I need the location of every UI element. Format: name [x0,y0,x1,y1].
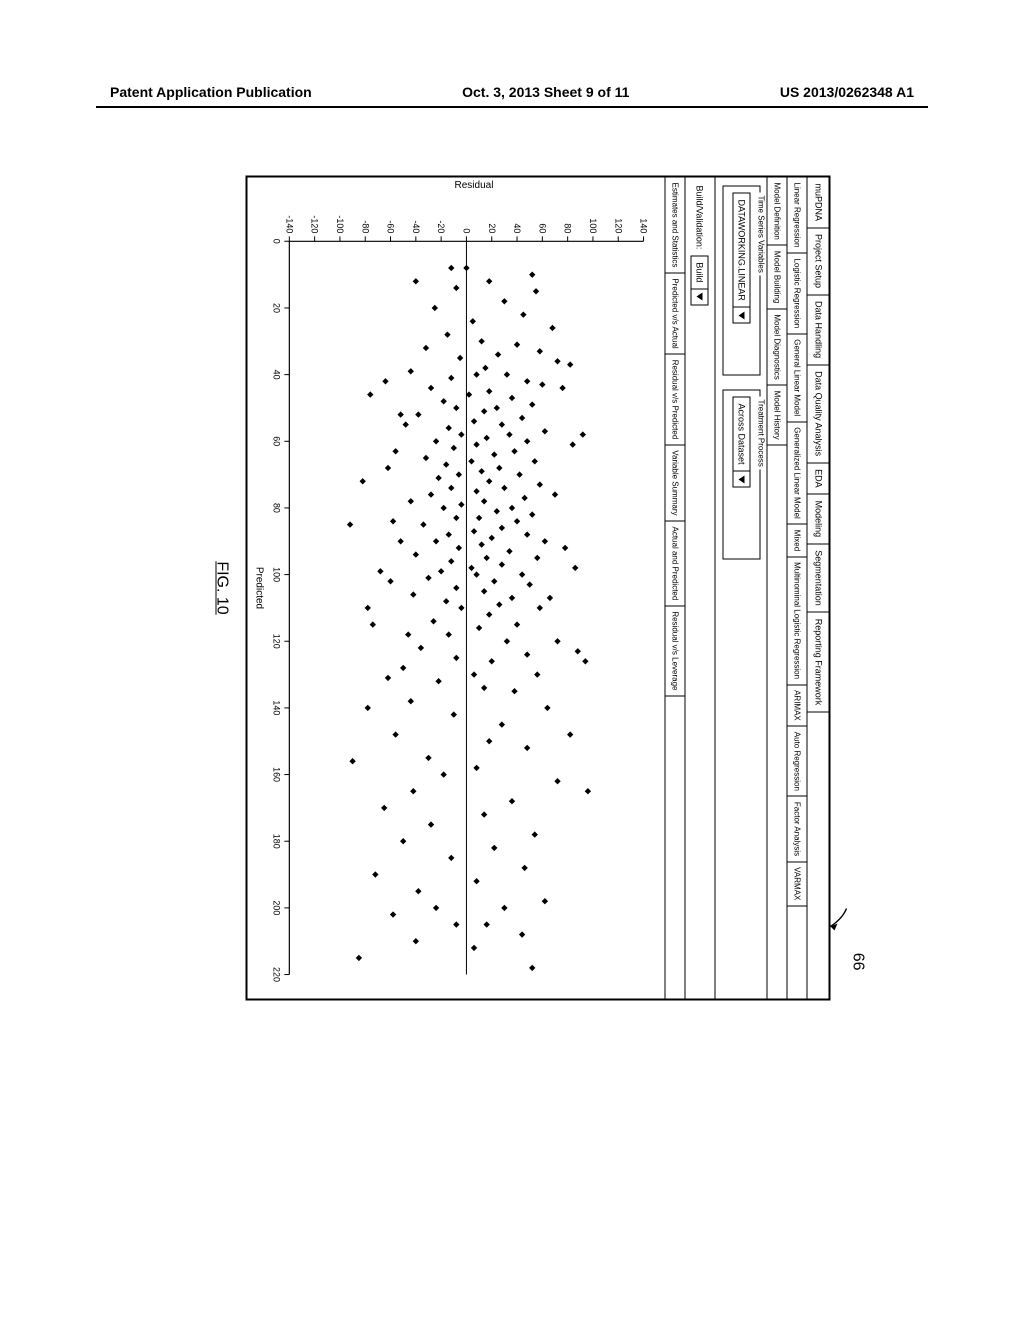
control-row: Time Series Variables DATAWORKING.LINEAR… [715,178,767,999]
fig-prefix: FIG. [214,561,231,597]
tab-autoreg[interactable]: Auto Regression [788,727,807,797]
combo-time-series[interactable]: DATAWORKING.LINEAR [733,193,751,324]
header-center: Oct. 3, 2013 Sheet 9 of 11 [462,84,629,100]
section-tabbar: Model Definition Model Building Model Di… [767,178,787,999]
tab-data-quality[interactable]: Data Quality Analysis [808,365,829,463]
svg-text:80: 80 [563,223,573,233]
residual-scatter-chart: -140 -120 -100 -80 -60 -40 -20 0 20 40 60 80 100 120 1… [256,190,654,987]
svg-text:40: 40 [271,370,281,380]
combo-tp-value: Across Dataset [734,398,750,471]
combo-bv-value: Build [692,256,708,288]
tab-model-build[interactable]: Model Building [768,246,787,309]
tab-model-hist[interactable]: Model History [768,386,787,446]
svg-text:-100: -100 [335,215,345,233]
tab-multinom[interactable]: Multinominal Logistic Regression [788,557,807,685]
header-right: US 2013/0262348 A1 [780,84,914,100]
svg-text:220: 220 [271,967,281,982]
tab-mupdna[interactable]: muPDNA [808,178,829,229]
header-rule [96,106,928,108]
tab-glm[interactable]: General Linear Model [788,334,807,422]
fieldset-treatment: Treatment Process Across Dataset [723,390,761,560]
analysis-tabbar: Estimates and Statistics Predicted v/s A… [665,178,685,999]
svg-text:140: 140 [271,700,281,715]
fig-num: 10 [214,597,231,615]
app-frame: muPDNA Project Setup Data Handling Data … [246,176,831,1001]
callout-label: 66 [849,953,867,971]
tab-eda[interactable]: EDA [808,463,829,495]
svg-text:100: 100 [271,567,281,582]
tab-estimates[interactable]: Estimates and Statistics [666,178,685,274]
svg-text:-20: -20 [436,220,446,233]
tab-model-def[interactable]: Model Definition [768,178,787,246]
chevron-down-icon[interactable] [734,471,750,487]
tab-linear-reg[interactable]: Linear Regression [788,178,807,254]
svg-text:40: 40 [512,223,522,233]
svg-text:160: 160 [271,767,281,782]
svg-text:120: 120 [613,218,623,233]
tab-gzlm[interactable]: Generalized Linear Model [788,422,807,525]
svg-text:200: 200 [271,900,281,915]
tab-resid-vs-pred[interactable]: Residual v/s Predicted [666,355,685,446]
tab-project-setup[interactable]: Project Setup [808,228,829,295]
tab-actual-pred[interactable]: Actual and Predicted [666,522,685,607]
fieldset-ts-legend: Time Series Variables [757,193,766,276]
svg-text:60: 60 [271,436,281,446]
tab-varmax[interactable]: VARMAX [788,862,807,906]
fieldset-tp-legend: Treatment Process [757,397,766,470]
chevron-down-icon[interactable] [692,288,708,304]
tab-modeling[interactable]: Modeling [808,495,829,545]
combo-ts-value: DATAWORKING.LINEAR [734,194,750,307]
bv-label: Build/Validation: [695,186,705,250]
combo-treatment[interactable]: Across Dataset [733,397,751,488]
figure-caption: FIG. 10 [213,561,231,614]
fieldset-time-series: Time Series Variables DATAWORKING.LINEAR [723,186,761,376]
build-validation-row: Build/Validation: Build [685,178,715,999]
svg-text:100: 100 [588,218,598,233]
tab-reporting[interactable]: Reporting Framework [808,613,829,713]
tab-arimax[interactable]: ARIMAX [788,685,807,727]
figure-container: 66 muPDNA Project Setup Data Handling Da… [108,278,933,898]
svg-text:-80: -80 [360,220,370,233]
header-left: Patent Application Publication [110,84,312,100]
svg-text:-40: -40 [411,220,421,233]
tab-pred-vs-actual[interactable]: Predicted v/s Actual [666,273,685,354]
svg-text:80: 80 [271,503,281,513]
tab-factor[interactable]: Factor Analysis [788,797,807,862]
top-tabbar: muPDNA Project Setup Data Handling Data … [807,178,829,999]
y-axis-label: Residual [455,180,494,191]
svg-text:-60: -60 [386,220,396,233]
tab-segmentation[interactable]: Segmentation [808,544,829,613]
svg-text:60: 60 [537,223,547,233]
tab-model-diag[interactable]: Model Diagnostics [768,309,787,385]
tab-var-summary[interactable]: Variable Summary [666,445,685,521]
chart-panel: -140 -120 -100 -80 -60 -40 -20 0 20 40 60 80 100 120 1… [248,178,664,999]
chevron-down-icon[interactable] [734,307,750,323]
svg-text:-140: -140 [284,215,294,233]
tab-mixed[interactable]: Mixed [788,525,807,557]
svg-text:20: 20 [487,223,497,233]
svg-text:-120: -120 [310,215,320,233]
svg-text:0: 0 [271,239,281,244]
svg-text:20: 20 [271,303,281,313]
tab-data-handling[interactable]: Data Handling [808,295,829,365]
x-axis-label: Predicted [254,567,265,609]
tab-resid-vs-lev[interactable]: Residual v/s Leverage [666,606,685,696]
svg-text:120: 120 [271,634,281,649]
svg-text:180: 180 [271,834,281,849]
svg-text:140: 140 [639,218,649,233]
tab-logistic-reg[interactable]: Logistic Regression [788,253,807,334]
svg-text:0: 0 [461,228,471,233]
combo-build-validation[interactable]: Build [691,255,709,305]
model-type-tabbar: Linear Regression Logistic Regression Ge… [787,178,807,999]
